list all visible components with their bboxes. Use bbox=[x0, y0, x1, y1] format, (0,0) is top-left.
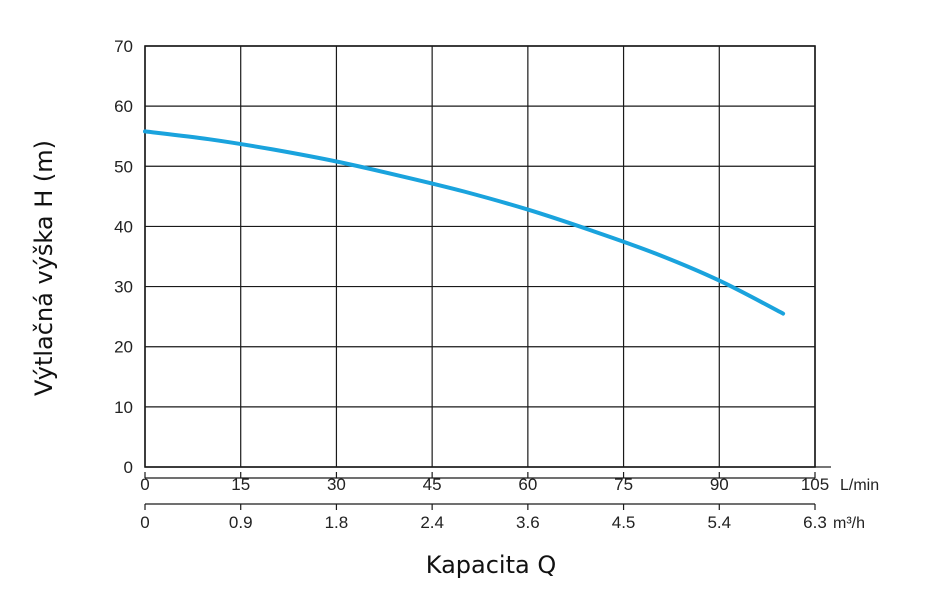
x-tick-label-primary: 105 bbox=[801, 475, 829, 494]
series-line bbox=[143, 129, 786, 316]
y-tick-label: 10 bbox=[114, 398, 133, 417]
curve-layer bbox=[143, 129, 786, 316]
x-tick-label-secondary: 2.4 bbox=[420, 513, 444, 532]
x-tick-label-secondary: 3.6 bbox=[516, 513, 540, 532]
x-tick-label-primary: 15 bbox=[231, 475, 250, 494]
y-tick-label: 20 bbox=[114, 338, 133, 357]
x-tick-label-primary: 90 bbox=[710, 475, 729, 494]
y-axis-title: Výtlačná výška H (m) bbox=[30, 140, 58, 396]
y-tick-label: 70 bbox=[114, 37, 133, 56]
x-tick-label-secondary: 0 bbox=[140, 513, 149, 532]
y-tick-labels: 0 10 20 30 40 50 60 70 bbox=[114, 37, 133, 477]
x-tick-label-primary: 45 bbox=[423, 475, 442, 494]
y-tick-label: 50 bbox=[114, 157, 133, 176]
x-tick-labels-secondary: 0 0.9 1.8 2.4 3.6 4.5 5.4 6.3 bbox=[140, 513, 827, 532]
x-tick-label-secondary: 1.8 bbox=[325, 513, 349, 532]
grid bbox=[144, 45, 831, 510]
x-axis-title: Kapacita Q bbox=[426, 551, 556, 579]
y-tick-label: 60 bbox=[114, 97, 133, 116]
x-tick-label-primary: 0 bbox=[140, 475, 149, 494]
x-tick-label-secondary: 0.9 bbox=[229, 513, 253, 532]
y-tick-label: 0 bbox=[124, 458, 133, 477]
x-tick-label-secondary: 5.4 bbox=[707, 513, 731, 532]
x-tick-label-secondary: 4.5 bbox=[612, 513, 636, 532]
x-tick-label-primary: 30 bbox=[327, 475, 346, 494]
x-tick-label-secondary: 6.3 bbox=[803, 513, 827, 532]
x-tick-label-primary: 75 bbox=[614, 475, 633, 494]
x-tick-labels-primary: 0 15 30 45 60 75 90 105 bbox=[140, 475, 829, 494]
y-tick-label: 30 bbox=[114, 278, 133, 297]
y-tick-label: 40 bbox=[114, 217, 133, 236]
x-tick-label-primary: 60 bbox=[518, 475, 537, 494]
plot-frame bbox=[144, 45, 816, 468]
x-unit-secondary: m³/h bbox=[833, 515, 865, 532]
x-unit-primary: L/min bbox=[840, 477, 879, 494]
